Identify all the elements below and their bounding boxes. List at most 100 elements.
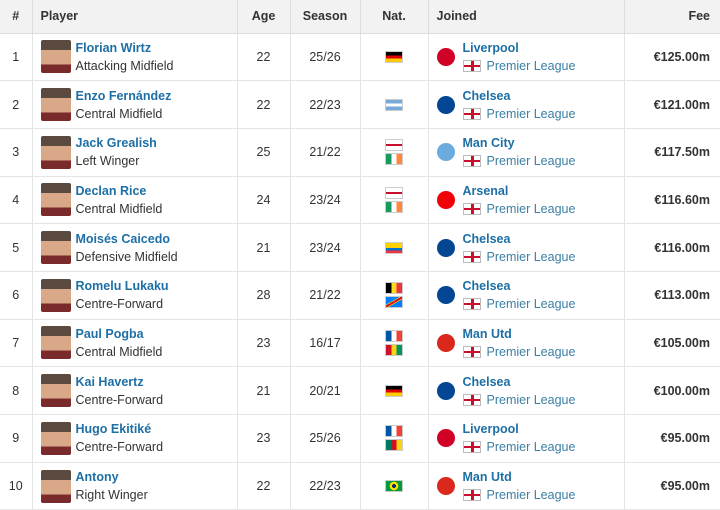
league-link[interactable]: Premier League [486, 344, 576, 359]
fee[interactable]: €95.00m [624, 462, 720, 510]
league-link[interactable]: Premier League [486, 488, 576, 503]
player-photo[interactable] [40, 278, 71, 312]
player-photo[interactable] [40, 374, 71, 408]
france-flag-icon [385, 329, 403, 342]
header-fee[interactable]: Fee [624, 0, 720, 34]
england-flag-icon [462, 345, 481, 358]
england-flag-icon [462, 298, 481, 311]
club-crest-icon[interactable] [436, 143, 455, 162]
club-crest-icon[interactable] [436, 238, 455, 257]
club-crest-icon[interactable] [436, 381, 455, 400]
player-name-link[interactable]: Hugo Ekitiké [75, 422, 152, 437]
nationality [360, 462, 429, 510]
league-link[interactable]: Premier League [486, 154, 576, 169]
league-link[interactable]: Premier League [486, 58, 576, 73]
player-photo[interactable] [40, 469, 71, 503]
club-link[interactable]: Man City [462, 136, 515, 151]
club-link[interactable]: Arsenal [462, 183, 509, 198]
rank: 4 [0, 176, 33, 225]
player-name-link[interactable]: Enzo Fernández [75, 88, 172, 103]
header-age[interactable]: Age [237, 0, 291, 34]
season: 25/26 [290, 414, 361, 463]
league-link[interactable]: Premier League [486, 392, 576, 407]
fee[interactable]: €125.00m [624, 33, 720, 82]
fee[interactable]: €113.00m [624, 271, 720, 320]
header-nat[interactable]: Nat. [360, 0, 429, 34]
league-link[interactable]: Premier League [486, 297, 576, 312]
rank: 1 [0, 33, 33, 82]
england-flag-icon [462, 155, 481, 168]
club-link[interactable]: Chelsea [462, 231, 511, 246]
player-name-link[interactable]: Romelu Lukaku [75, 279, 169, 294]
club-crest-icon[interactable] [436, 95, 455, 114]
header-joined[interactable]: Joined [428, 0, 625, 34]
player-photo[interactable] [40, 135, 71, 169]
germany-flag-icon [385, 50, 403, 63]
season: 21/22 [290, 271, 361, 320]
france-flag-icon [385, 425, 403, 438]
club-link[interactable]: Man Utd [462, 326, 512, 341]
header-rank[interactable]: # [0, 0, 33, 34]
club-link[interactable]: Liverpool [462, 40, 519, 55]
club-crest-icon[interactable] [436, 429, 455, 448]
argentina-flag-icon [385, 98, 403, 111]
club-link[interactable]: Chelsea [462, 374, 511, 389]
league-link[interactable]: Premier League [486, 106, 576, 121]
fee[interactable]: €121.00m [624, 80, 720, 129]
club-crest-icon[interactable] [436, 47, 455, 66]
league-link[interactable]: Premier League [486, 440, 576, 455]
nationality [360, 414, 429, 463]
player-photo[interactable] [40, 231, 71, 265]
league-link[interactable]: Premier League [486, 249, 576, 264]
fee[interactable]: €116.60m [624, 176, 720, 225]
player-name-link[interactable]: Moisés Caicedo [75, 231, 170, 246]
player-position: Central Midfield [75, 344, 163, 359]
club-link[interactable]: Liverpool [462, 422, 519, 437]
season: 21/22 [290, 128, 361, 177]
player-name-link[interactable]: Kai Havertz [75, 374, 144, 389]
club-crest-icon[interactable] [436, 190, 455, 209]
fee[interactable]: €105.00m [624, 319, 720, 368]
header-player[interactable]: Player [32, 0, 238, 34]
player-name-link[interactable]: Declan Rice [75, 183, 147, 198]
age: 21 [237, 223, 291, 272]
player-position: Centre-Forward [75, 297, 164, 312]
fee[interactable]: €95.00m [624, 414, 720, 463]
player-name-link[interactable]: Paul Pogba [75, 326, 144, 341]
player-name-link[interactable]: Jack Grealish [75, 136, 157, 151]
club-crest-icon[interactable] [436, 333, 455, 352]
table-row: 6 Romelu Lukaku Centre-Forward 28 21/22 C… [0, 271, 720, 320]
club-link[interactable]: Chelsea [462, 279, 511, 294]
nationality [360, 33, 429, 82]
header-season[interactable]: Season [290, 0, 361, 34]
age: 22 [237, 80, 291, 129]
league-link[interactable]: Premier League [486, 201, 576, 216]
dr-congo-flag-icon [385, 296, 403, 309]
season: 16/17 [290, 319, 361, 368]
player-photo[interactable] [40, 183, 71, 217]
season: 22/23 [290, 80, 361, 129]
season: 23/24 [290, 176, 361, 225]
nationality [360, 176, 429, 225]
guinea-flag-icon [385, 343, 403, 356]
player-photo[interactable] [40, 421, 71, 455]
age: 28 [237, 271, 291, 320]
player-photo[interactable] [40, 326, 71, 360]
player-photo[interactable] [40, 88, 71, 122]
table-row: 7 Paul Pogba Central Midfield 23 16/17 Ma… [0, 319, 720, 368]
brazil-flag-icon [385, 480, 403, 493]
player-name-link[interactable]: Florian Wirtz [75, 40, 152, 55]
age: 23 [237, 319, 291, 368]
england-flag-icon [385, 186, 403, 199]
club-link[interactable]: Chelsea [462, 88, 511, 103]
fee[interactable]: €100.00m [624, 366, 720, 415]
club-crest-icon[interactable] [436, 286, 455, 305]
player-name-link[interactable]: Antony [75, 470, 119, 485]
player-photo[interactable] [40, 40, 71, 74]
season: 25/26 [290, 33, 361, 82]
fee[interactable]: €116.00m [624, 223, 720, 272]
club-crest-icon[interactable] [436, 477, 455, 496]
club-link[interactable]: Man Utd [462, 470, 512, 485]
fee[interactable]: €117.50m [624, 128, 720, 177]
